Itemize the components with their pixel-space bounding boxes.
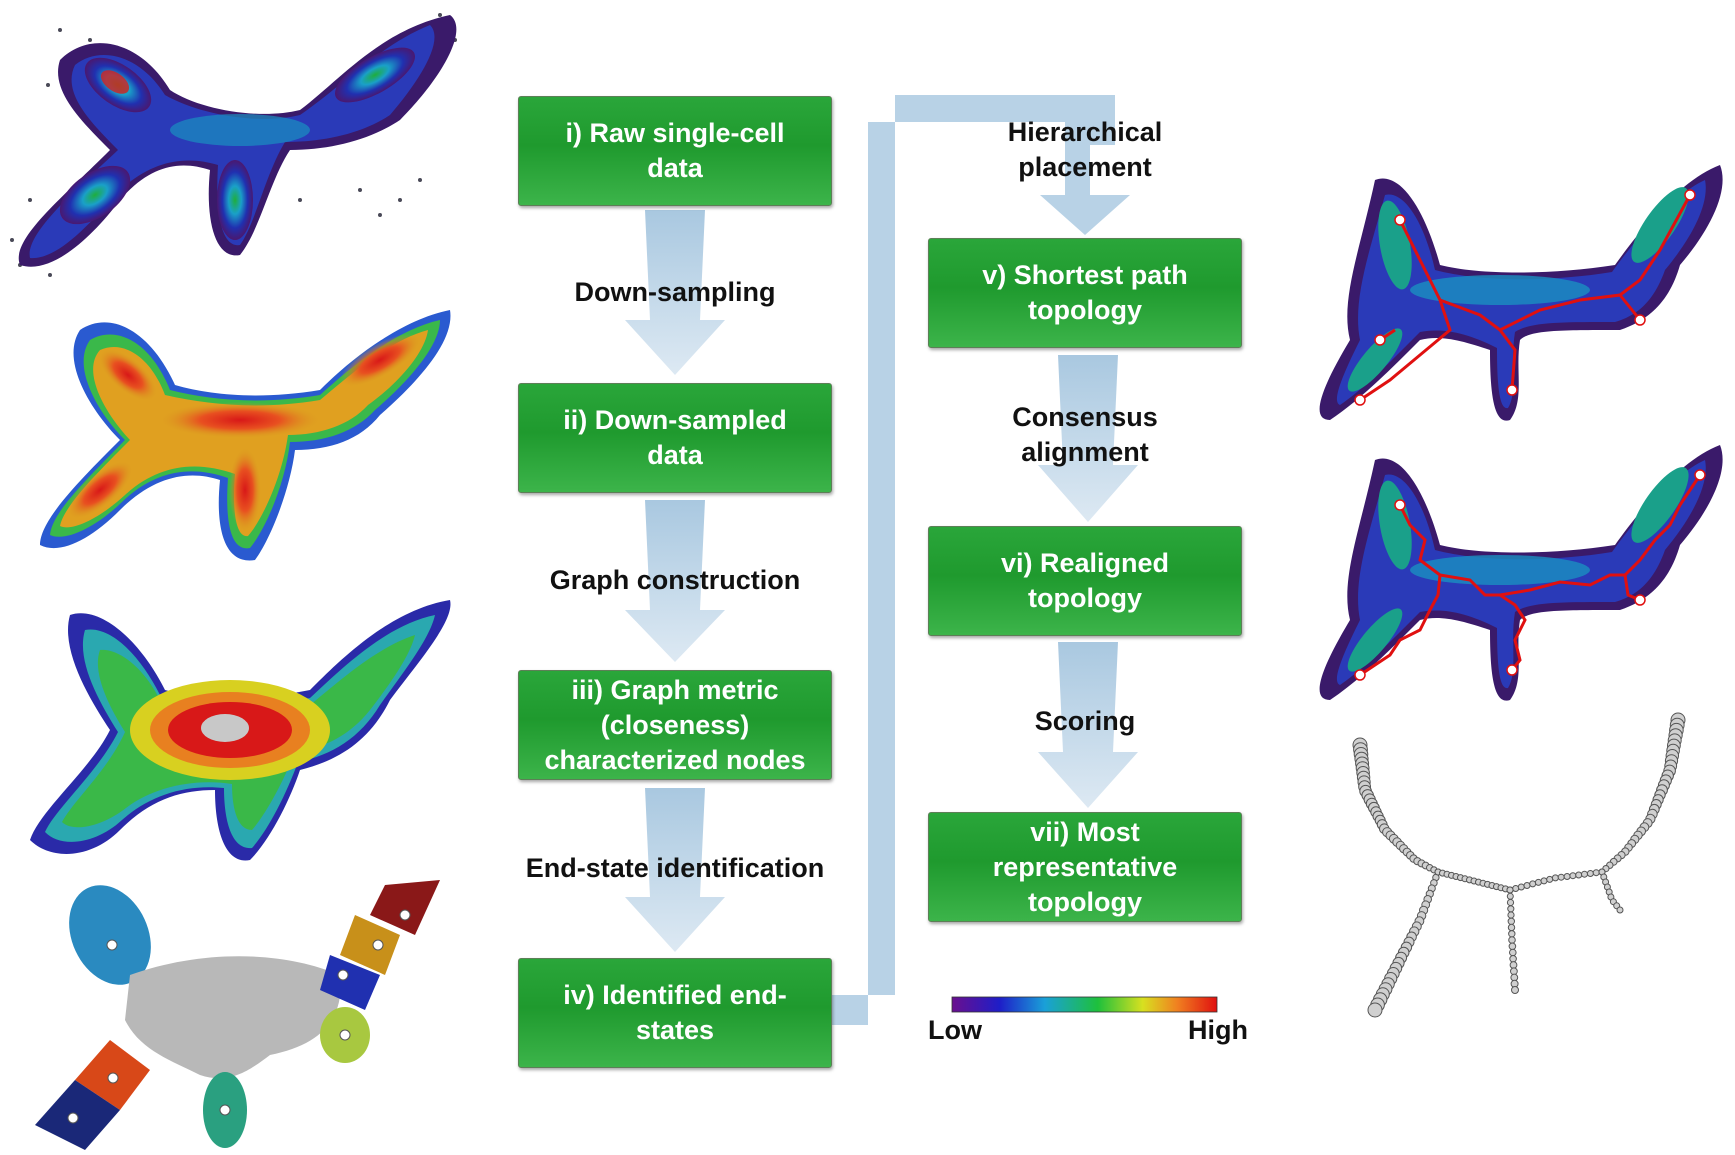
colorbar-high-label: High	[1188, 1015, 1248, 1045]
tree-bead	[1506, 886, 1514, 894]
label-down-sampling: Down-sampling	[574, 277, 776, 307]
step-end-states-box: iv) Identified end- states	[518, 958, 832, 1068]
label-scoring: Scoring	[1034, 706, 1136, 736]
realigned-scatter	[1319, 445, 1723, 701]
tree-bead	[1508, 930, 1516, 938]
step-down-sampled-box: ii) Down-sampled data	[518, 383, 832, 493]
colorbar-low-label: Low	[928, 1015, 982, 1045]
arrow-1	[625, 210, 725, 375]
arrow-2	[625, 500, 725, 662]
downsampled-scatter	[40, 310, 451, 561]
tree-bead	[1523, 882, 1531, 889]
step-shortest-path-box: v) Shortest path topology	[928, 238, 1242, 348]
tree-bead	[1512, 885, 1520, 892]
tree-bead	[1540, 877, 1548, 885]
end-states-scatter	[35, 880, 440, 1150]
tree-bead	[1507, 917, 1516, 925]
tree-bead	[1534, 878, 1542, 886]
shortest-path-scatter	[1319, 165, 1723, 421]
tree-bead	[1509, 948, 1517, 957]
arrow-6	[1038, 642, 1138, 808]
tree-bead	[1367, 1002, 1383, 1018]
label-hierarchical-placement: Hierarchical placement	[1007, 117, 1163, 182]
raw-data-scatter	[10, 13, 457, 277]
tree-bead	[1575, 871, 1583, 879]
tree-bead	[1507, 905, 1515, 913]
label-end-state-identification: End-state identification	[525, 853, 825, 883]
tree-bead	[1511, 986, 1519, 994]
tree-bead	[1507, 911, 1515, 919]
arrow-3	[625, 788, 725, 952]
step-graph-metric-box: iii) Graph metric (closeness) characteri…	[518, 670, 832, 780]
tree-bead	[1506, 892, 1514, 900]
representative-topology-tree	[1352, 712, 1686, 1018]
tree-bead	[1557, 873, 1565, 881]
tree-bead	[1508, 936, 1516, 944]
tree-bead	[1581, 870, 1588, 878]
colorbar	[951, 996, 1218, 1013]
tree-bead	[1508, 942, 1517, 951]
tree-bead	[1616, 906, 1624, 914]
closeness-scatter	[30, 600, 451, 861]
label-graph-construction: Graph construction	[549, 565, 801, 595]
tree-bead	[1592, 869, 1600, 877]
tree-bead	[1509, 961, 1518, 969]
connector-arrow	[832, 95, 1130, 1025]
tree-bead	[1546, 875, 1554, 883]
arrow-5	[1038, 355, 1138, 522]
tree-bead	[1506, 898, 1515, 907]
step-representative-box: vii) Most representative topology	[928, 812, 1242, 922]
label-consensus-alignment: Consensus alignment	[1012, 402, 1158, 467]
step-raw-data-box: i) Raw single-cell data	[518, 96, 832, 206]
tree-bead	[1569, 872, 1577, 880]
step-realigned-box: vi) Realigned topology	[928, 526, 1242, 636]
tree-bead	[1507, 923, 1516, 932]
tree-bead	[1586, 870, 1594, 877]
tree-bead	[1517, 883, 1525, 891]
tree-bead	[1509, 955, 1517, 963]
tree-bead	[1563, 873, 1571, 880]
tree-bead	[1529, 880, 1537, 888]
tree-bead	[1551, 874, 1559, 882]
